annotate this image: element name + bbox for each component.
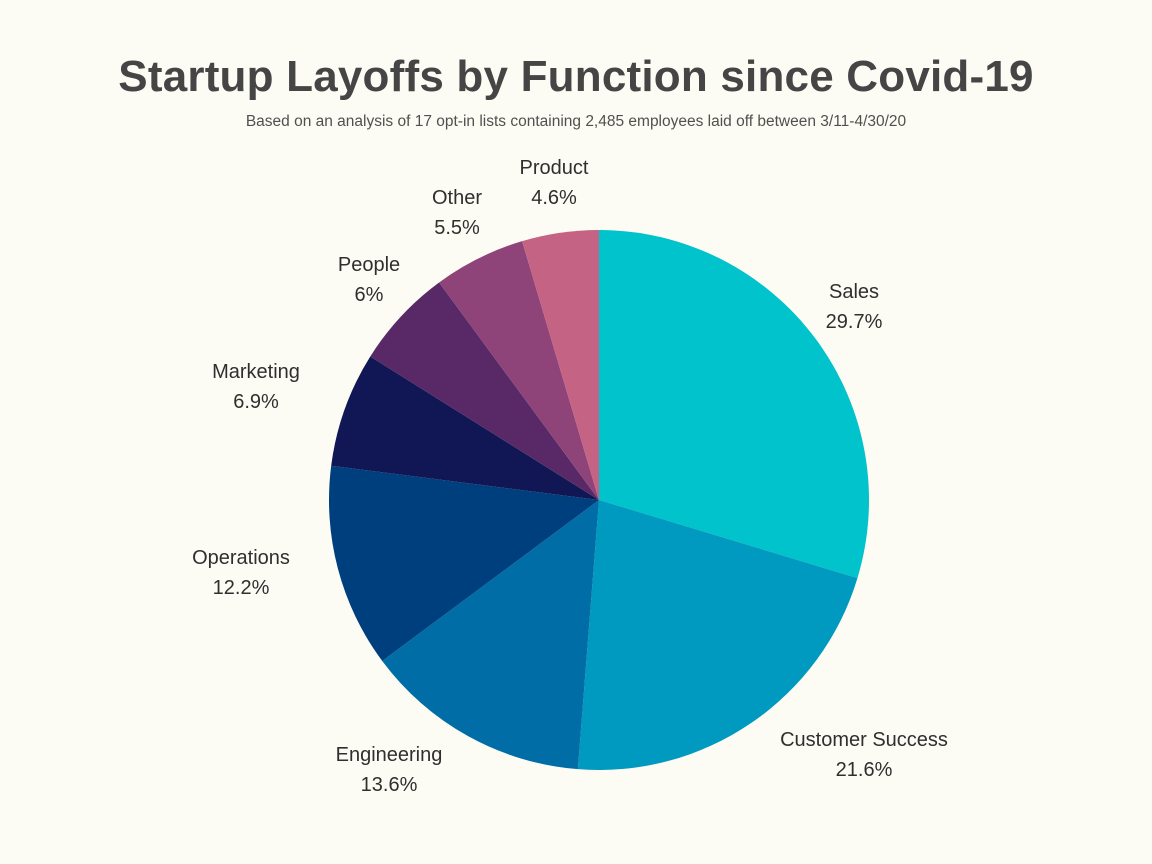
chart-subtitle: Based on an analysis of 17 opt-in lists … bbox=[245, 113, 907, 130]
slice-label: Product bbox=[520, 157, 589, 179]
pie-slice-operations bbox=[329, 465, 599, 661]
slice-label: Sales bbox=[829, 281, 879, 303]
chart-title: Startup Layoffs by Function since Covid-… bbox=[118, 52, 1034, 101]
slice-value-label: 5.5% bbox=[434, 217, 480, 239]
pie-slice-customer-success bbox=[577, 500, 858, 771]
pie-slice-marketing bbox=[331, 356, 599, 500]
pie-slice-sales bbox=[599, 230, 870, 579]
pie-slice-other bbox=[439, 241, 599, 500]
slice-label: People bbox=[338, 254, 400, 276]
slice-value-label: 6% bbox=[355, 284, 384, 306]
slice-value-label: 13.6% bbox=[361, 774, 418, 796]
slice-label: Operations bbox=[192, 547, 290, 569]
pie-slice-product bbox=[522, 230, 599, 500]
slice-value-label: 4.6% bbox=[531, 187, 577, 209]
slice-value-label: 29.7% bbox=[826, 311, 883, 333]
slice-label: Other bbox=[432, 187, 482, 209]
slice-label: Marketing bbox=[212, 361, 300, 383]
slice-value-label: 21.6% bbox=[836, 759, 893, 781]
pie-slice-engineering bbox=[382, 500, 599, 770]
slice-label: Engineering bbox=[336, 744, 443, 766]
slice-label: Customer Success bbox=[780, 729, 948, 751]
slice-value-label: 6.9% bbox=[233, 391, 279, 413]
pie-slice-people bbox=[370, 282, 599, 500]
slice-value-label: 12.2% bbox=[213, 577, 270, 599]
